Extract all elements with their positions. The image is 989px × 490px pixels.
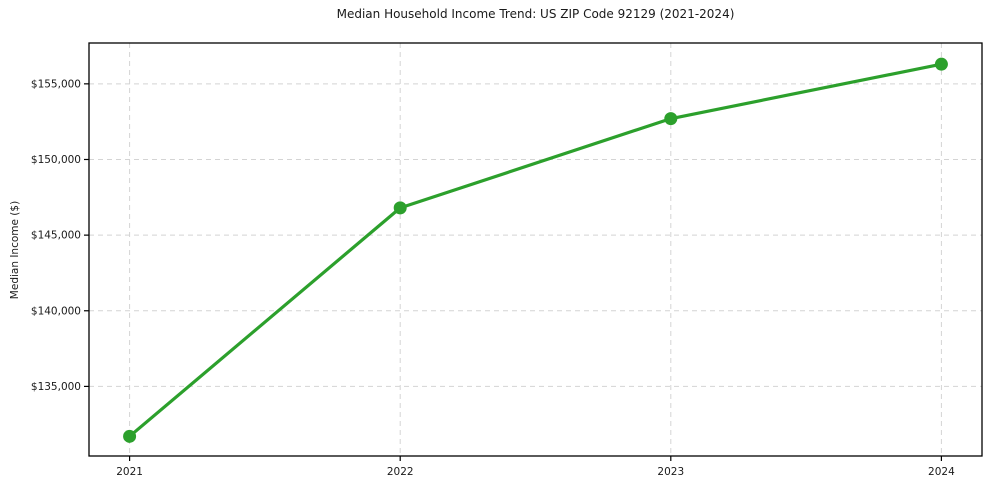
y-tick-label: $140,000 bbox=[31, 305, 81, 317]
x-tick-label: 2022 bbox=[387, 466, 414, 478]
plot-border bbox=[88, 42, 983, 457]
y-tick-label: $145,000 bbox=[31, 230, 81, 242]
x-tick-label: 2023 bbox=[657, 466, 684, 478]
data-point-2023 bbox=[664, 112, 678, 126]
y-tick-label: $155,000 bbox=[31, 78, 81, 90]
data-point-2021 bbox=[123, 429, 137, 443]
chart-title: Median Household Income Trend: US ZIP Co… bbox=[336, 7, 735, 21]
y-tick-label: $150,000 bbox=[31, 154, 81, 166]
x-tick-label: 2021 bbox=[116, 466, 143, 478]
data-point-2024 bbox=[934, 57, 948, 71]
data-point-2022 bbox=[393, 201, 407, 215]
trend-line bbox=[127, 62, 944, 438]
x-tick-label: 2024 bbox=[928, 466, 955, 478]
y-tick-label: $135,000 bbox=[31, 381, 81, 393]
